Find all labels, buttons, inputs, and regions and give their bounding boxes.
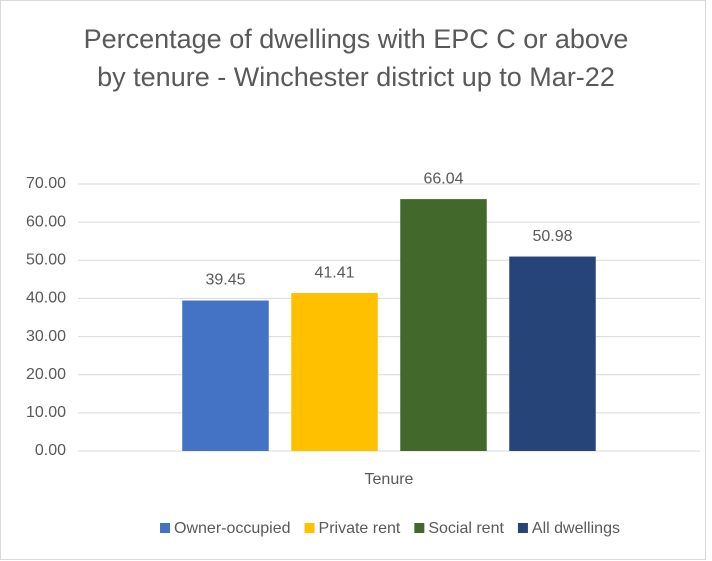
legend-swatch [160, 523, 171, 533]
x-tick-label: Tenure [365, 471, 414, 488]
legend-label: Social rent [428, 520, 504, 537]
bar [400, 199, 487, 451]
bar [291, 293, 378, 451]
legend-label: Private rent [319, 520, 401, 537]
legend-swatch [517, 523, 528, 533]
y-tick-label: 40.00 [26, 290, 66, 307]
legend-swatch [304, 523, 315, 533]
bar [182, 300, 269, 451]
y-tick-label: 20.00 [26, 366, 66, 383]
data-label: 50.98 [532, 228, 572, 245]
bar [509, 256, 596, 451]
y-tick-label: 60.00 [26, 213, 66, 230]
data-label: 66.04 [423, 170, 463, 187]
chart-title: Percentage of dwellings with EPC C or ab… [83, 24, 629, 92]
data-label: 39.45 [205, 272, 245, 289]
data-label: 41.41 [314, 264, 354, 281]
y-tick-label: 50.00 [26, 252, 66, 269]
legend-swatch [414, 523, 425, 533]
y-tick-label: 0.00 [35, 442, 66, 459]
y-tick-label: 30.00 [26, 328, 66, 345]
legend-label: All dwellings [532, 520, 620, 537]
legend-label: Owner-occupied [174, 520, 291, 537]
y-tick-label: 10.00 [26, 404, 66, 421]
y-tick-label: 70.00 [26, 175, 66, 192]
